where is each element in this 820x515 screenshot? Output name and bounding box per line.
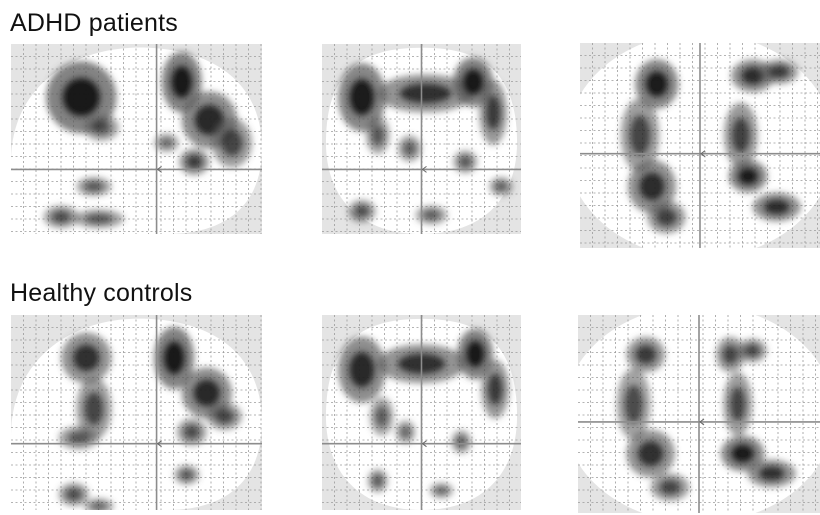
sagittal-glass-brain-svg [11, 315, 262, 510]
activation-peak [91, 120, 112, 135]
axial-glass-brain-svg [580, 43, 820, 248]
activation-peak [85, 213, 113, 225]
adhd-sagittal-projection [11, 44, 262, 234]
activation-peak [434, 486, 448, 495]
activation-peak [465, 340, 486, 368]
label-healthy-controls: Healthy controls [10, 279, 193, 307]
controls-axial-projection [578, 315, 820, 513]
activation-peak [758, 465, 785, 482]
activation-peak [90, 501, 108, 510]
activation-peak [624, 384, 643, 424]
crosshair-marker [421, 440, 427, 448]
sagittal-glass-brain-svg [11, 44, 262, 234]
crosshair-marker [421, 166, 427, 173]
crosshair [580, 43, 820, 248]
activation-peak [740, 66, 765, 85]
crosshair-marker [699, 418, 705, 426]
adhd-coronal-projection [322, 44, 521, 234]
crosshair [11, 315, 262, 510]
activation-peak [730, 443, 755, 464]
activation-peak [372, 474, 384, 488]
coronal-glass-brain-svg [322, 315, 521, 510]
activation-peak [638, 171, 666, 202]
activation-peak [183, 424, 201, 440]
axial-glass-brain-svg [578, 315, 820, 513]
activation-clusters [337, 57, 514, 225]
crosshair-marker [700, 150, 706, 158]
activation-peak [494, 181, 508, 192]
crosshair-marker [156, 440, 162, 448]
activation-peak [637, 440, 664, 467]
activation-peak [84, 391, 104, 426]
crosshair [322, 315, 521, 510]
activation-peak [731, 117, 751, 154]
activation-peak [61, 77, 101, 118]
activation-peak [487, 373, 503, 406]
activation-peak [51, 210, 71, 224]
activation-peak [348, 78, 375, 117]
controls-coronal-projection [322, 315, 521, 510]
activation-clusters [616, 336, 796, 502]
activation-clusters [620, 59, 801, 234]
crosshair-marker [156, 166, 162, 173]
activation-peak [462, 68, 485, 96]
adhd-axial-projection [580, 43, 820, 248]
activation-peak [400, 425, 412, 439]
activation-peak [67, 431, 90, 445]
activation-peak [458, 155, 472, 169]
activation-peak [375, 405, 389, 428]
activation-peak [354, 204, 370, 218]
crosshair [11, 44, 262, 234]
activation-clusters [337, 328, 510, 499]
activation-peak [170, 65, 193, 99]
activation-peak [371, 124, 385, 146]
activation-peak [348, 351, 375, 388]
label-adhd-patients: ADHD patients [10, 9, 178, 37]
controls-sagittal-projection [11, 315, 262, 510]
activation-peak [220, 129, 243, 157]
activation-peak [179, 469, 194, 481]
activation-peak [644, 70, 669, 98]
activation-peak [485, 94, 501, 131]
activation-peak [629, 114, 651, 156]
activation-peak [655, 208, 677, 227]
crosshair [578, 315, 820, 513]
activation-peak [635, 344, 657, 365]
activation-peak [455, 435, 467, 449]
activation-peak [214, 408, 235, 424]
activation-peak [163, 340, 186, 376]
coronal-glass-brain-svg [322, 44, 521, 234]
activation-peak [192, 379, 221, 407]
activation-peak [763, 199, 790, 215]
activation-clusters [43, 51, 252, 229]
activation-peak [159, 137, 174, 149]
activation-peak [768, 64, 790, 79]
activation-peak [185, 154, 203, 170]
activation-clusters [58, 326, 242, 510]
activation-peak [722, 344, 739, 365]
activation-peak [729, 386, 746, 422]
activation-peak [737, 167, 759, 186]
activation-peak [399, 82, 452, 104]
activation-peak [744, 344, 761, 358]
activation-peak [72, 343, 101, 372]
activation-peak [402, 141, 417, 156]
crosshair [322, 44, 521, 234]
activation-peak [84, 181, 104, 192]
activation-peak [422, 209, 441, 221]
activation-peak [65, 487, 83, 501]
coordinate-grid [11, 315, 262, 510]
activation-peak [659, 479, 681, 495]
